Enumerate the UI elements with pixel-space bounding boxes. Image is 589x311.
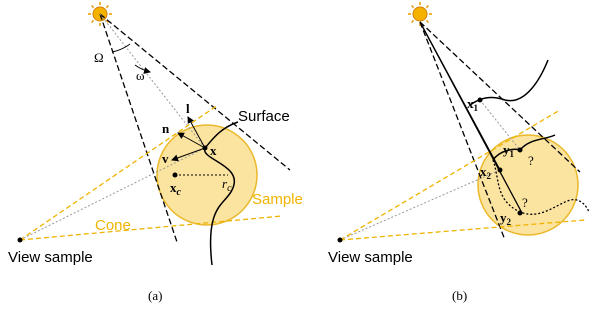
label: l [186,101,190,116]
label: Sample [252,191,303,208]
figure: Ω ω l n v x Surface xc rc Sample Cone Vi… [0,0,589,311]
label: ω [136,68,145,83]
panel-a: Ω ω l n v x Surface xc rc Sample Cone Vi… [8,2,303,303]
label: Cone [95,217,131,234]
label: Ω [94,50,104,65]
caption: (b) [452,288,467,303]
label: x1 [467,96,479,113]
label: n [162,121,170,136]
label: View sample [328,249,413,266]
label: x [210,143,217,158]
label: View sample [8,249,93,266]
label: v [162,151,169,166]
label: Surface [238,108,290,125]
panel-b: x1 y1 ? x2 y2 ? View sample (b) [328,2,589,303]
label: ? [528,153,534,168]
label: ? [522,195,528,210]
caption: (a) [148,288,162,303]
